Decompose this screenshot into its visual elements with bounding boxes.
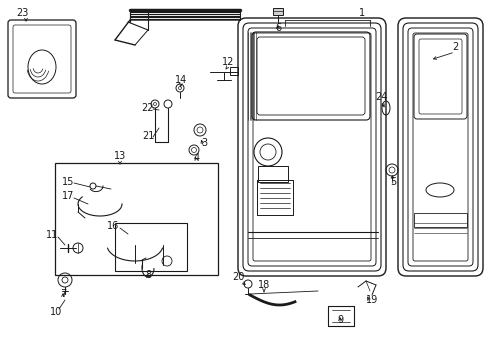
Text: 21: 21: [142, 131, 154, 141]
Text: 15: 15: [61, 177, 74, 187]
Text: 6: 6: [274, 23, 281, 33]
Text: 9: 9: [336, 315, 343, 325]
Text: 8: 8: [144, 270, 151, 280]
Text: 20: 20: [231, 272, 244, 282]
Text: 14: 14: [175, 75, 187, 85]
Text: 1: 1: [358, 8, 365, 18]
Text: 2: 2: [451, 42, 457, 52]
Bar: [229, 67, 238, 75]
Text: 10: 10: [50, 307, 62, 317]
Text: 23: 23: [16, 8, 28, 18]
Text: 13: 13: [114, 151, 126, 161]
Text: 17: 17: [61, 191, 74, 201]
Text: 7: 7: [60, 289, 66, 299]
Text: 18: 18: [257, 280, 269, 290]
Text: 11: 11: [46, 230, 58, 240]
Bar: [413, 213, 466, 227]
Bar: [272, 8, 283, 15]
Text: 24: 24: [374, 92, 386, 102]
Text: 16: 16: [107, 221, 119, 231]
Bar: [115, 223, 186, 271]
Text: 22: 22: [142, 103, 154, 113]
Text: 12: 12: [222, 57, 234, 67]
Bar: [258, 166, 287, 182]
Text: 4: 4: [194, 153, 200, 163]
Text: 3: 3: [201, 138, 206, 148]
Text: 5: 5: [389, 177, 395, 187]
Text: 19: 19: [365, 295, 377, 305]
Bar: [55, 163, 218, 275]
